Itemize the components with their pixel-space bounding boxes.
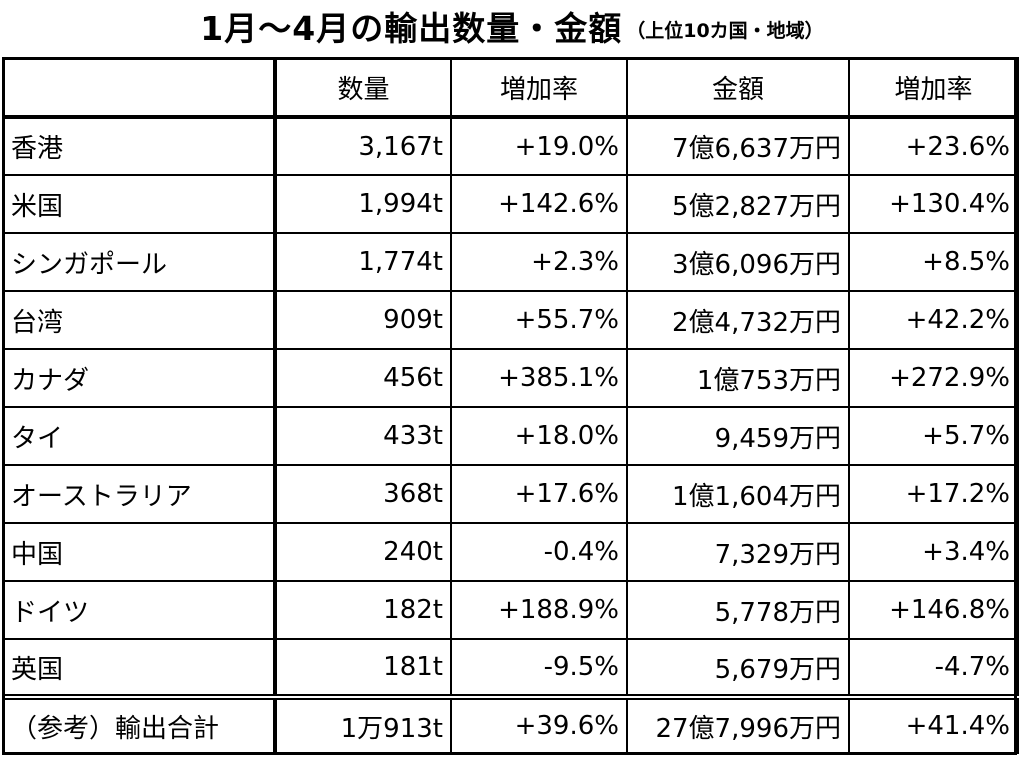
table-row: カナダ 456t +385.1% 1億753万円 +272.9% [2, 348, 1019, 408]
country-name: タイ [2, 406, 277, 466]
volume-cell: 1,994t [274, 174, 452, 234]
country-name: 英国 [2, 638, 277, 698]
volume-cell: 368t [274, 464, 452, 524]
amount-cell: 9,459万円 [626, 406, 850, 466]
amount-growth-cell: +5.7% [848, 406, 1019, 466]
volume-cell: 240t [274, 522, 452, 582]
amount-cell: 3億6,096万円 [626, 232, 850, 292]
country-name: 香港 [2, 116, 277, 176]
country-name: 米国 [2, 174, 277, 234]
page-subtitle: （上位10カ国・地域） [626, 19, 824, 42]
amount-cell: 5億2,827万円 [626, 174, 850, 234]
amount-cell: 7,329万円 [626, 522, 850, 582]
country-name: 台湾 [2, 290, 277, 350]
volume-growth-cell: +18.0% [450, 406, 628, 466]
volume-cell: 456t [274, 348, 452, 408]
volume-growth-cell: +385.1% [450, 348, 628, 408]
amount-growth-cell: +23.6% [848, 116, 1019, 176]
volume-cell: 182t [274, 580, 452, 640]
volume-growth-cell: +19.0% [450, 116, 628, 176]
amount-growth-cell: +42.2% [848, 290, 1019, 350]
volume-growth-cell: +142.6% [450, 174, 628, 234]
table-row: 台湾 909t +55.7% 2億4,732万円 +42.2% [2, 290, 1019, 350]
amount-cell: 2億4,732万円 [626, 290, 850, 350]
table-frame [2, 57, 1017, 755]
volume-cell: 181t [274, 638, 452, 698]
volume-growth-cell: +2.3% [450, 232, 628, 292]
table-row: 英国 181t -9.5% 5,679万円 -4.7% [2, 638, 1019, 698]
table-row: 香港 3,167t +19.0% 7億6,637万円 +23.6% [2, 116, 1019, 176]
volume-growth-cell: +55.7% [450, 290, 628, 350]
volume-cell: 3,167t [274, 116, 452, 176]
volume-cell: 909t [274, 290, 452, 350]
table-row: 中国 240t -0.4% 7,329万円 +3.4% [2, 522, 1019, 582]
country-name: 中国 [2, 522, 277, 582]
volume-growth-cell: -9.5% [450, 638, 628, 698]
export-table: 数量 増加率 金額 増加率 香港 3,167t +19.0% 7億6,637万円 +23… [2, 57, 1019, 754]
volume-growth-cell: +17.6% [450, 464, 628, 524]
country-name: オーストラリア [2, 464, 277, 524]
country-name: シンガポール [2, 232, 277, 292]
volume-cell: 1,774t [274, 232, 452, 292]
volume-cell: 433t [274, 406, 452, 466]
table-row: ドイツ 182t +188.9% 5,778万円 +146.8% [2, 580, 1019, 640]
amount-growth-cell: +17.2% [848, 464, 1019, 524]
volume-growth-cell: -0.4% [450, 522, 628, 582]
country-name: カナダ [2, 348, 277, 408]
total-volume-growth: +39.6% [450, 694, 628, 754]
header-amount: 金額 [626, 57, 850, 119]
amount-growth-cell: +272.9% [848, 348, 1019, 408]
title-bar: 1月～4月の輸出数量・金額 （上位10カ国・地域） [0, 0, 1024, 52]
amount-cell: 5,679万円 [626, 638, 850, 698]
amount-cell: 1億1,604万円 [626, 464, 850, 524]
amount-cell: 5,778万円 [626, 580, 850, 640]
total-volume: 1万913t [274, 694, 452, 754]
amount-cell: 1億753万円 [626, 348, 850, 408]
header-row: 数量 増加率 金額 増加率 [2, 57, 1019, 119]
page-title: 1月～4月の輸出数量・金額 [200, 9, 623, 48]
header-volume-growth: 増加率 [450, 57, 628, 119]
table-row: タイ 433t +18.0% 9,459万円 +5.7% [2, 406, 1019, 466]
country-name: ドイツ [2, 580, 277, 640]
volume-growth-cell: +188.9% [450, 580, 628, 640]
table-row: 米国 1,994t +142.6% 5億2,827万円 +130.4% [2, 174, 1019, 234]
amount-growth-cell: +130.4% [848, 174, 1019, 234]
amount-growth-cell: +3.4% [848, 522, 1019, 582]
amount-growth-cell: -4.7% [848, 638, 1019, 698]
header-corner [2, 57, 277, 119]
amount-growth-cell: +8.5% [848, 232, 1019, 292]
table-row: オーストラリア 368t +17.6% 1億1,604万円 +17.2% [2, 464, 1019, 524]
table-row: シンガポール 1,774t +2.3% 3億6,096万円 +8.5% [2, 232, 1019, 292]
amount-cell: 7億6,637万円 [626, 116, 850, 176]
amount-growth-cell: +146.8% [848, 580, 1019, 640]
